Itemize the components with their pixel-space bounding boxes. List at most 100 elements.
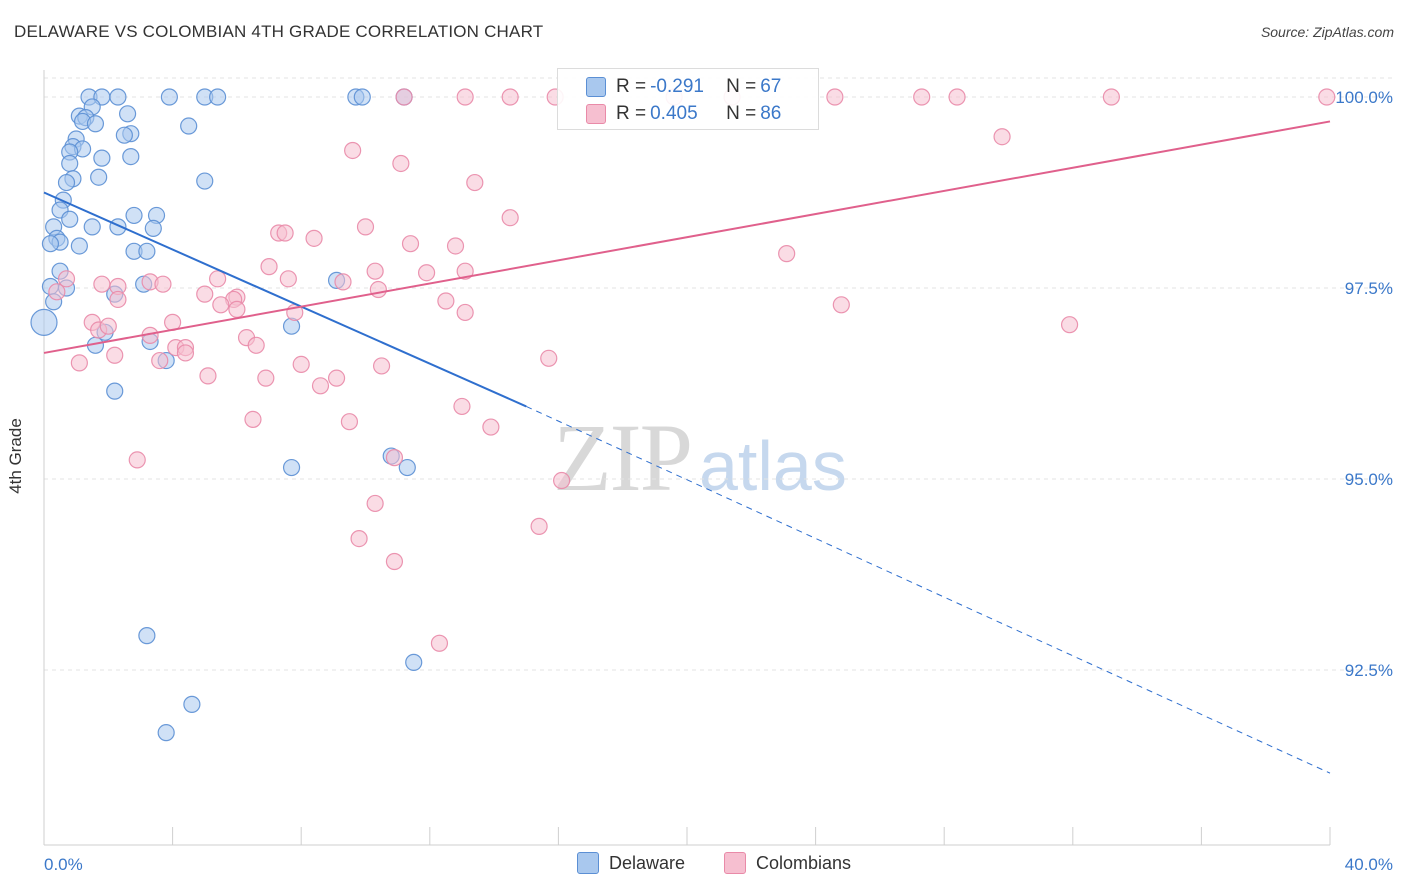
watermark: ZIP atlas bbox=[553, 402, 847, 513]
data-point bbox=[183, 695, 201, 713]
data-point bbox=[180, 117, 198, 135]
data-point bbox=[437, 292, 455, 310]
legend-swatch-delaware bbox=[586, 77, 606, 97]
y-tick-label: 97.5% bbox=[1345, 279, 1393, 298]
data-point bbox=[778, 245, 796, 263]
legend-swatch-colombians bbox=[724, 852, 746, 874]
colombians-trend-line bbox=[43, 120, 1331, 354]
data-point bbox=[311, 377, 330, 395]
data-point bbox=[196, 172, 214, 190]
colombians-points bbox=[48, 88, 1336, 652]
data-point bbox=[93, 149, 111, 167]
delaware-trend-line bbox=[43, 191, 527, 408]
legend-label-delaware: Delaware bbox=[609, 852, 686, 873]
legend-swatch-delaware bbox=[577, 852, 599, 874]
data-point bbox=[366, 494, 384, 513]
data-point bbox=[106, 346, 124, 364]
data-point bbox=[501, 88, 519, 106]
grid-lines bbox=[44, 77, 1395, 671]
data-point bbox=[106, 382, 124, 400]
data-point bbox=[372, 357, 391, 375]
data-point bbox=[1060, 316, 1079, 334]
source-note: Source: ZipAtlas.com bbox=[1260, 24, 1394, 40]
legend-row-delaware: R = -0.291 N = 67 bbox=[616, 74, 781, 100]
data-point bbox=[356, 218, 375, 236]
data-point bbox=[340, 413, 359, 431]
data-point bbox=[61, 154, 79, 173]
axes bbox=[43, 70, 1331, 846]
data-point bbox=[392, 154, 410, 173]
watermark-zip: ZIP bbox=[553, 404, 693, 511]
data-point bbox=[199, 367, 217, 385]
watermark-atlas: atlas bbox=[699, 427, 847, 505]
data-point bbox=[160, 88, 178, 106]
y-tick-label: 95.0% bbox=[1345, 470, 1393, 489]
data-point bbox=[395, 88, 413, 106]
x-tick-label: 40.0% bbox=[1345, 855, 1393, 874]
series-legend: Delaware Colombians bbox=[0, 852, 1406, 878]
chart-title: DELAWARE VS COLOMBIAN 4TH GRADE CORRELAT… bbox=[14, 22, 544, 41]
data-point bbox=[305, 229, 323, 247]
data-point bbox=[157, 724, 175, 742]
correlation-legend: R = -0.291 N = 67 R = 0.405 N = 86 bbox=[557, 68, 819, 130]
legend-label-colombians: Colombians bbox=[756, 852, 852, 873]
data-point bbox=[41, 235, 60, 253]
data-point bbox=[70, 354, 88, 372]
data-point bbox=[334, 273, 352, 291]
tick-labels: 100.0% 97.5% 95.0% 92.5% 0.0% 40.0% bbox=[44, 88, 1393, 874]
data-point bbox=[109, 88, 127, 106]
data-point bbox=[70, 237, 88, 255]
data-point bbox=[247, 336, 265, 354]
data-point bbox=[501, 209, 519, 227]
data-point bbox=[93, 275, 111, 293]
legend-r-value: 0.405 bbox=[650, 103, 698, 124]
legend-r-value: -0.291 bbox=[650, 76, 704, 97]
data-point bbox=[385, 449, 404, 467]
data-point bbox=[276, 224, 294, 242]
data-point bbox=[948, 88, 966, 106]
data-point bbox=[138, 242, 156, 260]
data-point bbox=[466, 173, 484, 192]
data-point bbox=[456, 88, 474, 106]
data-point bbox=[1318, 88, 1336, 106]
data-point bbox=[482, 418, 500, 436]
data-point bbox=[350, 529, 368, 548]
data-point bbox=[138, 627, 156, 645]
legend-n-label: N = bbox=[726, 103, 757, 124]
y-tick-label: 100.0% bbox=[1335, 88, 1393, 107]
data-point bbox=[530, 517, 548, 535]
data-point bbox=[385, 552, 404, 571]
data-point bbox=[832, 296, 850, 314]
data-point bbox=[993, 128, 1011, 146]
data-point bbox=[228, 300, 246, 318]
data-point bbox=[553, 471, 571, 490]
data-point bbox=[57, 270, 76, 288]
data-point bbox=[369, 280, 387, 299]
data-point bbox=[456, 262, 474, 280]
data-point bbox=[292, 355, 310, 373]
data-point bbox=[209, 88, 227, 106]
data-point bbox=[154, 275, 172, 293]
data-point bbox=[86, 115, 105, 133]
legend-n-value: 86 bbox=[760, 103, 782, 124]
data-point bbox=[260, 258, 278, 276]
y-tick-label: 92.5% bbox=[1345, 661, 1393, 680]
data-point bbox=[282, 458, 301, 477]
data-point bbox=[125, 206, 143, 225]
data-point bbox=[109, 290, 127, 309]
data-point bbox=[453, 397, 471, 416]
data-point bbox=[83, 218, 101, 236]
delaware-points bbox=[30, 88, 423, 742]
data-point bbox=[446, 237, 465, 255]
data-point bbox=[344, 141, 362, 160]
data-point bbox=[115, 126, 133, 144]
legend-swatch-colombians bbox=[586, 104, 606, 124]
delaware-trend-extension bbox=[526, 405, 1331, 774]
data-point bbox=[151, 351, 169, 370]
legend-item-colombians[interactable]: Colombians bbox=[724, 852, 851, 874]
data-point bbox=[118, 105, 137, 123]
data-point bbox=[99, 317, 117, 335]
legend-item-delaware[interactable]: Delaware bbox=[577, 852, 685, 874]
data-point bbox=[456, 303, 474, 322]
